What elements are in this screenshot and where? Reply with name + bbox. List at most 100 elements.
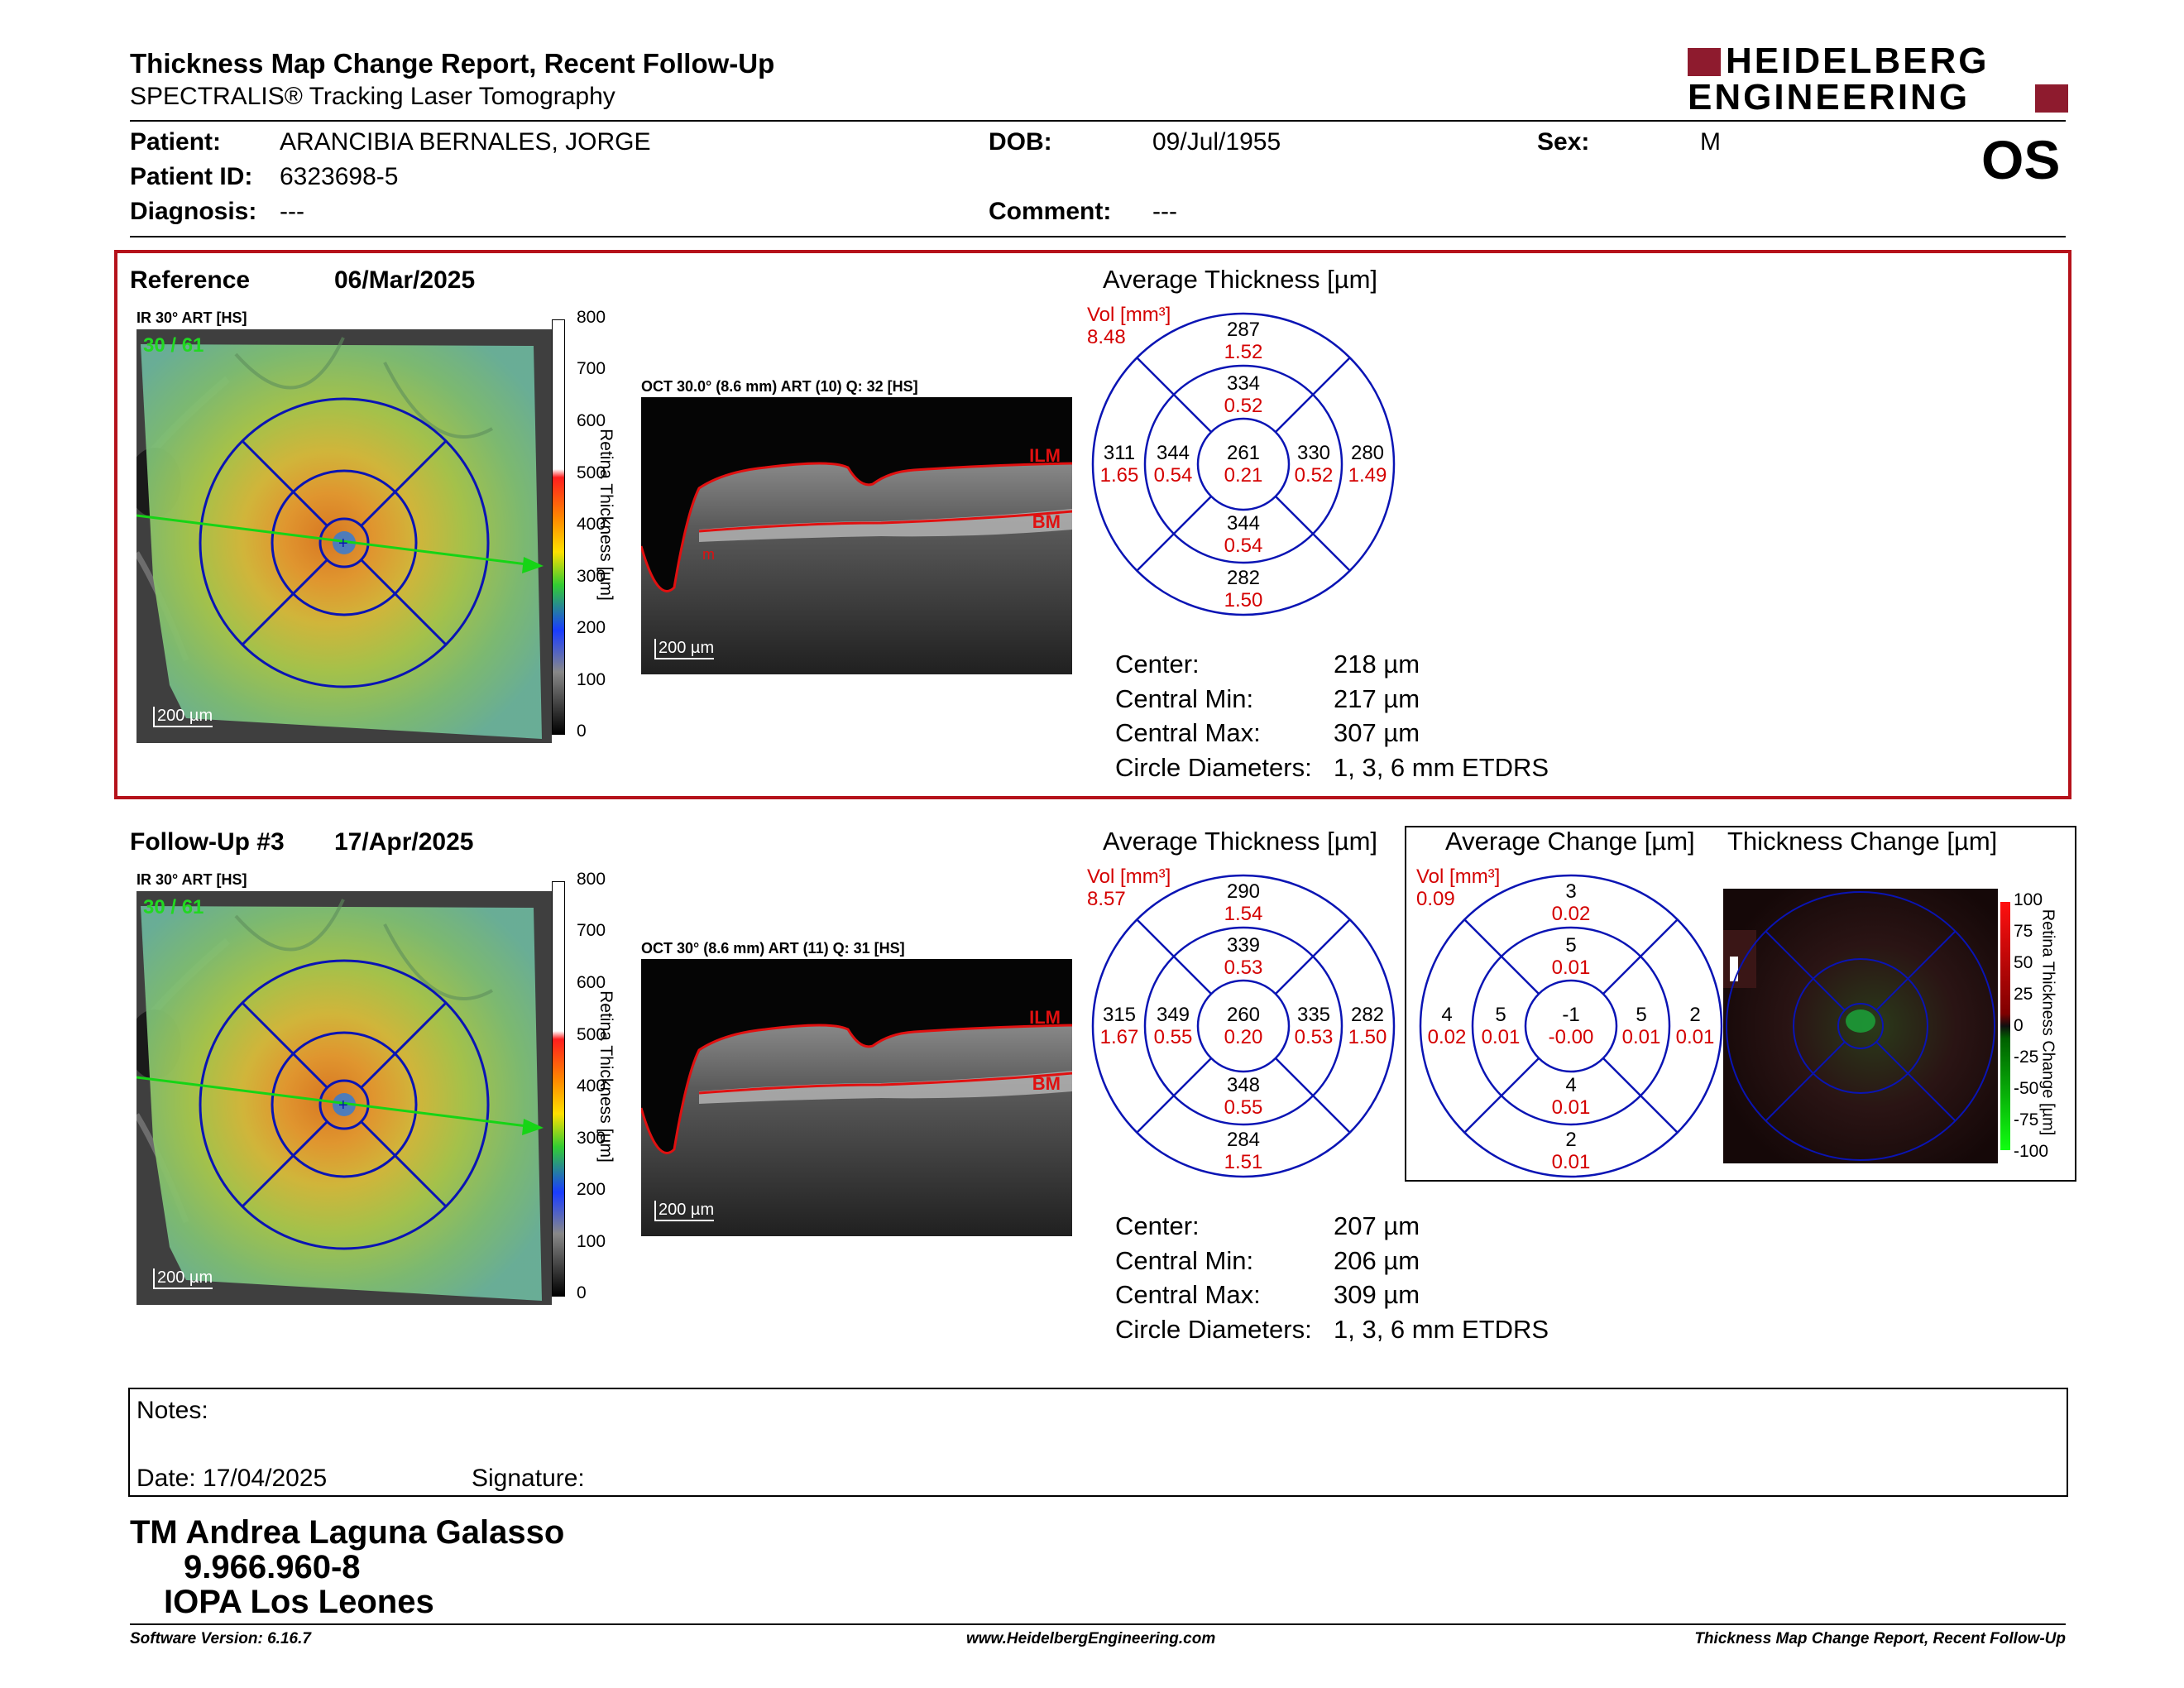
header-rule	[130, 120, 2066, 122]
ref-outer-top-v: 1.52	[1224, 341, 1263, 363]
fu-inner-right-n: 335	[1297, 1004, 1330, 1026]
fu-inner-top-n: 339	[1227, 934, 1260, 957]
fu-inner-bottom-n: 348	[1227, 1074, 1260, 1096]
change-inner-bottom-n: 4	[1565, 1074, 1576, 1096]
fu-inner-left-v: 0.55	[1154, 1026, 1193, 1048]
report-title: Thickness Map Change Report, Recent Foll…	[130, 48, 775, 79]
ref-tick-700: 700	[577, 359, 606, 378]
fu-colorbar-title: Retina Thickness [µm]	[596, 990, 615, 1163]
fu-ir-scale: 200 µm	[153, 1268, 213, 1289]
ref-inner-bottom-v: 0.54	[1224, 535, 1263, 557]
ref-outer-bottom-v: 1.50	[1224, 589, 1263, 611]
fu-avg-thickness-title: Average Thickness [µm]	[1103, 827, 1378, 856]
change-inner-right-v: 0.01	[1622, 1026, 1661, 1048]
ref-oct-bm: BM	[1032, 511, 1061, 532]
fu-outer-left-n: 315	[1103, 1004, 1136, 1026]
change-inner-left-n: 5	[1495, 1004, 1506, 1026]
heidelberg-logo: HEIDELBERG ENGINEERING	[1688, 43, 2068, 117]
avg-change-title: Average Change [µm]	[1445, 827, 1695, 856]
ref-ir-scale: 200 µm	[153, 707, 213, 727]
ref-tick-800: 800	[577, 308, 606, 327]
ref-max-label: Central Max:	[1115, 718, 1261, 747]
fu-diam-label: Circle Diameters:	[1115, 1315, 1312, 1344]
logo-square-left	[1688, 48, 1721, 76]
followup-label: Follow-Up #3	[130, 828, 285, 856]
change-tick-m75: -75	[2014, 1110, 2039, 1129]
dob-value: 09/Jul/1955	[1152, 128, 1281, 156]
ref-inner-left-n: 344	[1157, 442, 1190, 464]
fu-min-value: 206 µm	[1334, 1246, 1420, 1275]
footer-website: www.HeidelbergEngineering.com	[966, 1630, 1216, 1647]
ref-inner-left-v: 0.54	[1154, 464, 1193, 487]
report-subtitle: SPECTRALIS® Tracking Laser Tomography	[130, 83, 615, 110]
fu-ir-drawing: +	[136, 891, 552, 1305]
notes-box	[128, 1388, 2068, 1497]
comment-value: ---	[1152, 198, 1177, 225]
thickness-change-drawing	[1723, 889, 1998, 1163]
patient-label: Patient:	[130, 128, 222, 156]
ref-outer-left-n: 311	[1104, 442, 1135, 464]
change-colorbar-ticks: 100 75 50 25 0 -25 -50 -75 -100	[2014, 890, 2057, 1163]
ref-outer-top-n: 287	[1227, 319, 1260, 341]
ref-inner-right-v: 0.52	[1295, 464, 1334, 487]
footer-software: Software Version: 6.16.7	[130, 1630, 311, 1647]
followup-date: 17/Apr/2025	[334, 828, 474, 856]
patient-id-label: Patient ID:	[130, 163, 253, 190]
fu-colorbar	[552, 881, 565, 1297]
fu-oct-bm: BM	[1032, 1073, 1061, 1094]
fu-ir-thickness-map: + 30 / 61 200 µm	[136, 891, 552, 1305]
change-panel	[1405, 826, 2076, 1182]
fu-oct-drawing	[641, 1024, 1072, 1236]
fu-outer-right-n: 282	[1351, 1004, 1384, 1026]
signer-institution: IOPA Los Leones	[164, 1584, 434, 1620]
ref-outer-right-n: 280	[1351, 442, 1384, 464]
fu-outer-top-v: 1.54	[1224, 903, 1263, 925]
ref-ir-thickness-map: + 30 / 61 200 µm	[136, 329, 552, 743]
ref-outer-bottom-n: 282	[1227, 567, 1260, 589]
eye-badge: OS	[1981, 129, 2061, 190]
ref-vol-label: Vol [mm³]	[1087, 304, 1171, 326]
sex-label: Sex:	[1537, 128, 1590, 156]
patient-name: ARANCIBIA BERNALES, JORGE	[280, 128, 651, 156]
fu-tick-700: 700	[577, 921, 606, 940]
ref-ir-drawing: +	[136, 329, 552, 743]
signer-rut: 9.966.960-8	[184, 1549, 361, 1585]
change-outer-top-v: 0.02	[1552, 903, 1591, 925]
change-tick-0: 0	[2014, 1016, 2024, 1035]
fu-colorbar-ticks: 800 700 600 500 400 300 200 100 0	[577, 870, 610, 1302]
fu-center-n: 260	[1227, 1004, 1260, 1026]
ref-oct-label: OCT 30.0° (8.6 mm) ART (10) Q: 32 [HS]	[641, 378, 918, 395]
fu-min-label: Central Min:	[1115, 1246, 1254, 1275]
ref-ir-label: IR 30° ART [HS]	[136, 309, 247, 326]
change-tick-m25: -25	[2014, 1048, 2039, 1067]
fu-outer-bottom-n: 284	[1227, 1129, 1260, 1151]
patient-rule	[130, 236, 2066, 237]
comment-label: Comment:	[989, 198, 1112, 225]
fu-tick-600: 600	[577, 973, 606, 992]
fu-inner-top-v: 0.53	[1224, 957, 1263, 979]
ref-oct-bscan: ILM BM m 200 µm	[641, 397, 1072, 674]
fu-max-label: Central Max:	[1115, 1280, 1261, 1309]
fu-vol-total: 8.57	[1087, 888, 1126, 910]
reference-date: 06/Mar/2025	[334, 266, 476, 294]
ref-oct-scale: 200 µm	[654, 639, 715, 659]
change-vol-total: 0.09	[1416, 888, 1455, 910]
ref-oct-ilm: ILM	[1029, 445, 1061, 466]
ref-vol-total: 8.48	[1087, 326, 1126, 348]
fu-etdrs-lines	[1091, 874, 1396, 1178]
change-tick-25: 25	[2014, 985, 2033, 1004]
svg-text:+: +	[338, 1096, 348, 1115]
ref-oct-drawing	[641, 462, 1072, 674]
ref-max-value: 307 µm	[1334, 718, 1420, 747]
change-outer-bottom-n: 2	[1565, 1129, 1576, 1151]
ref-tick-0: 0	[577, 722, 587, 741]
change-outer-right-v: 0.01	[1676, 1026, 1715, 1048]
svg-text:+: +	[338, 535, 348, 553]
change-tick-m100: -100	[2014, 1142, 2049, 1161]
fu-oct-bscan: ILM BM 200 µm	[641, 959, 1072, 1236]
ref-center-value: 218 µm	[1334, 650, 1420, 679]
fu-ir-counter: 30 / 61	[143, 896, 204, 918]
ref-tick-400: 400	[577, 515, 606, 534]
change-vol-label: Vol [mm³]	[1416, 866, 1500, 888]
change-center-v: -0.00	[1549, 1026, 1594, 1048]
